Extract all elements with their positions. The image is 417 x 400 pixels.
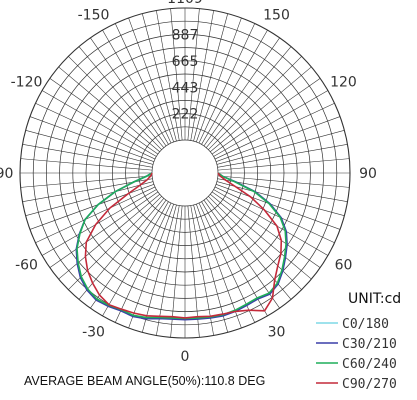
grid-spoke: [201, 29, 268, 145]
grid-spoke: [190, 205, 214, 336]
grid-spoke: [114, 202, 172, 323]
grid-spoke: [41, 189, 157, 256]
grid-spoke: [20, 158, 153, 171]
grid-spoke: [187, 8, 200, 141]
grid-spoke: [211, 78, 321, 155]
grid-spoke: [201, 201, 268, 317]
grid-spoke: [205, 46, 292, 148]
grid-spoke: [196, 17, 242, 143]
grid-spoke: [128, 17, 174, 143]
series-curves: [75, 172, 288, 321]
top-radial-label: 1109: [167, 0, 203, 7]
radial-tick-labels: 222 443 665 887: [172, 27, 199, 122]
angle-tick-label: -30: [82, 324, 105, 340]
angle-tick-label: -120: [11, 75, 43, 91]
grid-spoke: [29, 116, 155, 162]
grid-spoke: [58, 66, 160, 153]
series-line-c90-270: [84, 172, 283, 319]
grid-spoke: [78, 198, 165, 300]
legend-entry: C60/240: [342, 357, 397, 372]
radial-tick-label: 222: [172, 107, 199, 123]
series-line-c0-180: [75, 172, 288, 320]
legend: C0/180 C30/210 C60/240 C90/270: [316, 317, 397, 392]
grid-spoke: [193, 204, 228, 333]
grid-spoke: [216, 130, 345, 165]
grid-spoke: [208, 196, 302, 290]
angle-tick-labels: -150 -120 -90 -60 -30 0 30 60 90 120 150: [0, 8, 377, 365]
grid-spoke: [49, 191, 159, 268]
angle-tick-label: 60: [335, 258, 353, 274]
grid-spoke: [68, 196, 162, 290]
unit-label: UNIT:cd: [348, 291, 401, 307]
grid-spoke: [187, 205, 200, 338]
grid-spoke: [22, 144, 153, 168]
angle-tick-label: 90: [359, 166, 377, 182]
grid-spoke: [214, 102, 335, 160]
grid-spoke: [215, 184, 341, 230]
grid-spoke: [198, 202, 256, 323]
angle-tick-label: -90: [0, 166, 13, 182]
grid-spoke: [213, 90, 329, 157]
polar-grid: [19, 7, 351, 339]
grid-ring: [151, 139, 219, 207]
grid-spoke: [68, 56, 162, 150]
grid-spoke: [190, 10, 214, 141]
grid-spoke: [114, 23, 172, 144]
grid-spoke: [203, 199, 280, 309]
angle-tick-label: -60: [15, 258, 38, 274]
grid-spoke: [217, 175, 350, 188]
radial-tick-label: 887: [172, 27, 199, 43]
grid-spoke: [102, 201, 169, 317]
grid-spoke: [25, 130, 154, 165]
angle-tick-label: 0: [181, 349, 190, 365]
grid-spoke: [193, 13, 228, 142]
grid-spoke: [196, 203, 242, 329]
grid-spoke: [142, 13, 177, 142]
grid-spoke: [217, 144, 348, 168]
grid-spoke: [90, 37, 167, 147]
series-line-c30-210: [75, 172, 288, 321]
grid-spoke: [35, 186, 156, 244]
grid-spoke: [22, 178, 153, 202]
angle-tick-label: 30: [268, 324, 286, 340]
grid-spoke: [203, 37, 280, 147]
radial-tick-label: 665: [172, 54, 199, 70]
grid-spoke: [213, 189, 329, 256]
grid-spoke: [198, 23, 256, 144]
radial-tick-label: 443: [172, 80, 199, 96]
grid-spoke: [49, 78, 159, 155]
grid-spoke: [217, 178, 348, 202]
grid-spoke: [210, 66, 312, 153]
grid-spoke: [35, 102, 156, 160]
grid-spoke: [20, 175, 153, 188]
grid-spoke: [170, 8, 183, 141]
grid-spoke: [156, 205, 180, 336]
angle-tick-label: 120: [330, 75, 357, 91]
grid-spoke: [217, 158, 350, 171]
grid-spoke: [29, 184, 155, 230]
angle-tick-label: 150: [263, 8, 290, 24]
grid-spoke: [211, 191, 321, 268]
grid-spoke: [41, 90, 157, 157]
angle-tick-label: -150: [78, 8, 110, 24]
legend-entry: C30/210: [342, 337, 397, 352]
grid-spoke: [25, 181, 154, 216]
legend-entry: C0/180: [342, 317, 389, 332]
grid-spoke: [90, 199, 167, 309]
grid-spoke: [170, 205, 183, 338]
grid-spoke: [210, 193, 312, 280]
grid-spoke: [102, 29, 169, 145]
legend-entry: C90/270: [342, 377, 397, 392]
grid-spoke: [208, 56, 302, 150]
grid-spoke: [142, 204, 177, 333]
grid-spoke: [78, 46, 165, 148]
grid-spoke: [216, 181, 345, 216]
grid-spoke: [128, 203, 174, 329]
grid-spoke: [215, 116, 341, 162]
grid-spoke: [156, 10, 180, 141]
grid-spoke: [58, 193, 160, 280]
grid-spoke: [214, 186, 335, 244]
beam-angle-text: AVERAGE BEAM ANGLE(50%):110.8 DEG: [24, 374, 265, 388]
